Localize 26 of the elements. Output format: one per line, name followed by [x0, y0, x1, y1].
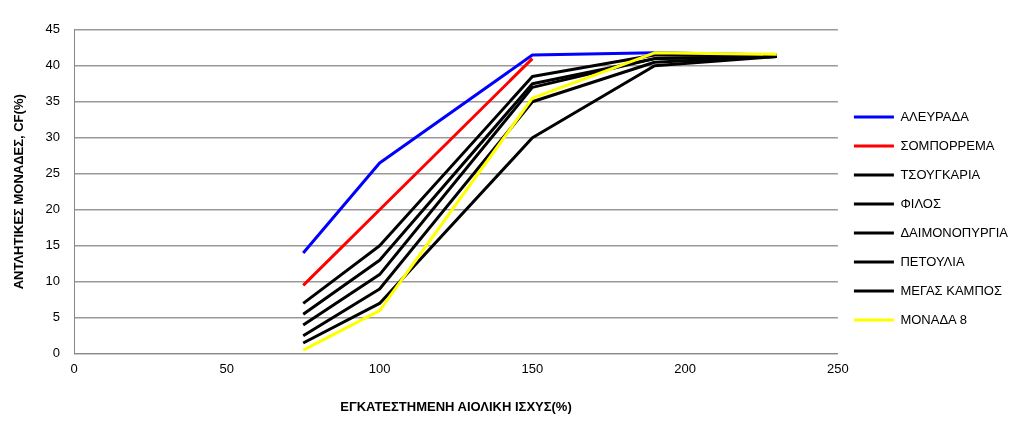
- legend-label: ΤΣΟΥΓΚΑΡΙΑ: [900, 166, 981, 182]
- y-axis-title: ΑΝΤΛΗΤΙΚΕΣ ΜΟΝΑΔΕΣ, CF(%): [11, 94, 27, 290]
- y-tick-label: 30: [45, 129, 61, 145]
- y-tick-label: 15: [45, 237, 61, 253]
- y-tick-label: 5: [52, 309, 61, 325]
- x-tick-label: 250: [827, 361, 849, 377]
- y-tick-label: 25: [45, 165, 61, 181]
- y-tick-label: 45: [45, 21, 61, 37]
- x-axis-title: ΕΓΚΑΤΕΣΤΗΜΕΝΗ ΑΙΟΛΙΚΗ ΙΣΧΥΣ(%): [340, 398, 572, 414]
- y-tick-label: 0: [52, 345, 61, 361]
- legend-label: ΑΛΕΥΡΑΔΑ: [900, 108, 970, 124]
- y-tick-label: 40: [45, 57, 61, 73]
- legend-label: ΦΙΛΟΣ: [900, 195, 941, 211]
- x-tick-label: 100: [368, 361, 391, 377]
- legend-label: ΔΑΙΜΟΝΟΠΥΡΓΙΑ: [900, 224, 1009, 240]
- legend-label: ΣΟΜΠΟΡΡΕΜΑ: [900, 137, 995, 153]
- legend-label: ΠΕΤΟΥΛΙΑ: [900, 253, 965, 269]
- x-tick-label: 150: [521, 361, 544, 377]
- legend-label: ΜΟΝΑΔΑ 8: [900, 311, 967, 327]
- y-tick-label: 20: [45, 201, 61, 217]
- legend-label: ΜΕΓΑΣ ΚΑΜΠΟΣ: [900, 282, 1002, 298]
- x-tick-label: 0: [70, 361, 78, 377]
- y-tick-label: 10: [45, 273, 61, 289]
- y-tick-label: 35: [45, 93, 61, 109]
- x-tick-label: 50: [219, 361, 235, 377]
- x-tick-label: 200: [674, 361, 696, 377]
